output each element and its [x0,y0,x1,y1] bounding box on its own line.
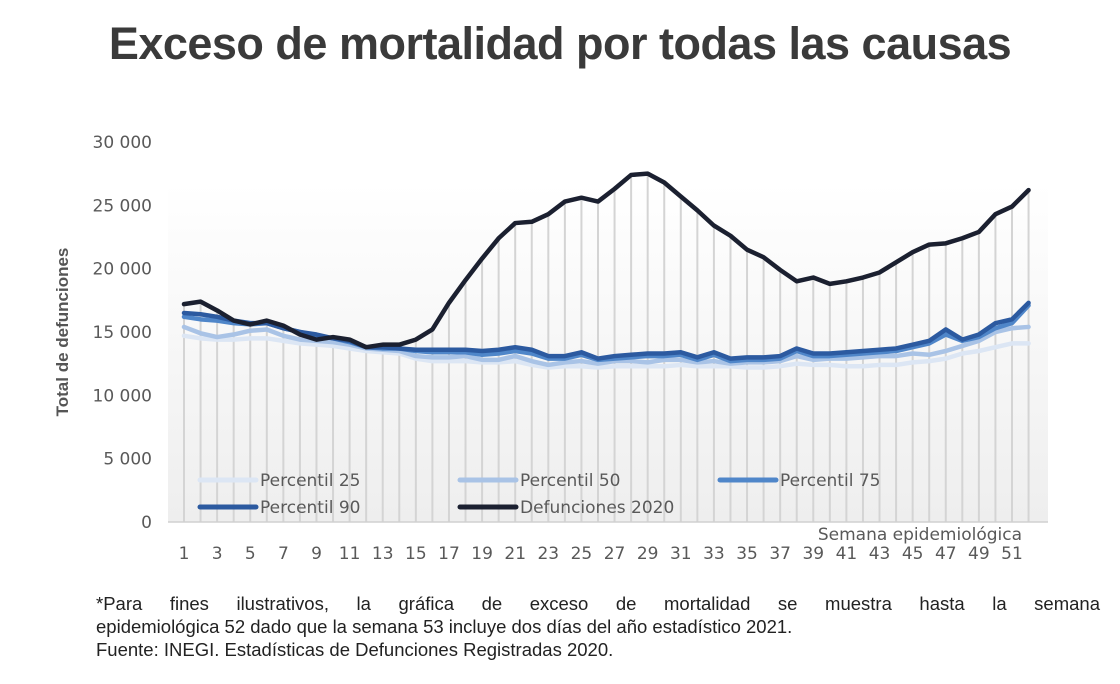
x-tick-label: 5 [245,544,256,564]
series-lines [181,171,1031,370]
x-axis-ticks: 1 3 5 7 9 11 13 15 17 19 21 23 25 27 29 31 33 35 37 39 41 43 4… [179,544,1023,564]
drop-lines [183,173,1030,522]
series-line-defunciones-2020 [181,171,1031,350]
x-tick-label: 43 [869,544,891,564]
x-tick-label: 33 [703,544,725,564]
y-tick-label: 15 000 [93,323,152,343]
x-tick-label: 27 [604,544,626,564]
legend-label: Percentil 25 [260,471,360,491]
x-axis-label: Semana epidemiológica [818,525,1022,545]
x-tick-label: 51 [1001,544,1023,564]
x-tick-label: 35 [736,544,758,564]
x-tick-label: 39 [802,544,824,564]
x-tick-label: 41 [836,544,858,564]
legend-item-percentil-50: Percentil 50 [457,471,620,491]
series-line-percentil-25 [181,333,1031,370]
x-tick-label: 1 [179,544,190,564]
x-tick-label: 49 [968,544,990,564]
legend-item-defunciones-2020: Defunciones 2020 [457,498,674,518]
legend-label: Defunciones 2020 [520,498,674,518]
footnote-line-1: *Para fines ilustrativos, la gráfica de … [96,593,1100,614]
x-tick-label: 31 [670,544,692,564]
footnote-line-2: epidemiológica 52 dado que la semana 53 … [96,616,793,637]
x-tick-label: 29 [637,544,659,564]
legend-label: Percentil 75 [780,471,880,491]
y-axis-ticks: 0 5 000 10 000 15 000 20 000 25 000 30 000 [93,133,152,533]
legend: Percentil 25 Percentil 50 Percentil 75 Perc… [197,471,880,518]
x-tick-label: 37 [769,544,791,564]
x-tick-label: 13 [372,544,394,564]
x-tick-label: 47 [935,544,957,564]
legend-label: Percentil 90 [260,498,360,518]
footnote: *Para fines ilustrativos, la gráfica de … [96,592,1100,661]
x-tick-label: 3 [212,544,223,564]
x-tick-label: 45 [902,544,924,564]
chart-title: Exceso de mortalidad por todas las causa… [108,18,1012,69]
legend-label: Percentil 50 [520,471,620,491]
y-tick-label: 30 000 [93,133,152,153]
plot-area [168,183,1048,522]
x-tick-label: 7 [278,544,289,564]
x-tick-label: 17 [438,544,460,564]
y-tick-label: 25 000 [93,196,152,216]
legend-item-percentil-25: Percentil 25 [197,471,360,491]
x-tick-label: 23 [537,544,559,564]
x-tick-label: 21 [504,544,526,564]
x-tick-label: 9 [311,544,322,564]
y-tick-label: 10 000 [93,386,152,406]
y-tick-label: 0 [141,513,152,533]
y-axis-label: Total de defunciones [53,248,72,417]
x-tick-label: 19 [471,544,493,564]
footnote-source: Fuente: INEGI. Estadísticas de Defuncion… [96,639,614,660]
x-tick-label: 25 [571,544,593,564]
legend-item-percentil-90: Percentil 90 [197,498,360,518]
legend-item-percentil-75: Percentil 75 [717,471,880,491]
series-line-percentil-50 [181,324,1031,368]
y-tick-label: 20 000 [93,260,152,280]
x-tick-label: 11 [339,544,361,564]
y-tick-label: 5 000 [103,450,152,470]
x-tick-label: 15 [405,544,427,564]
